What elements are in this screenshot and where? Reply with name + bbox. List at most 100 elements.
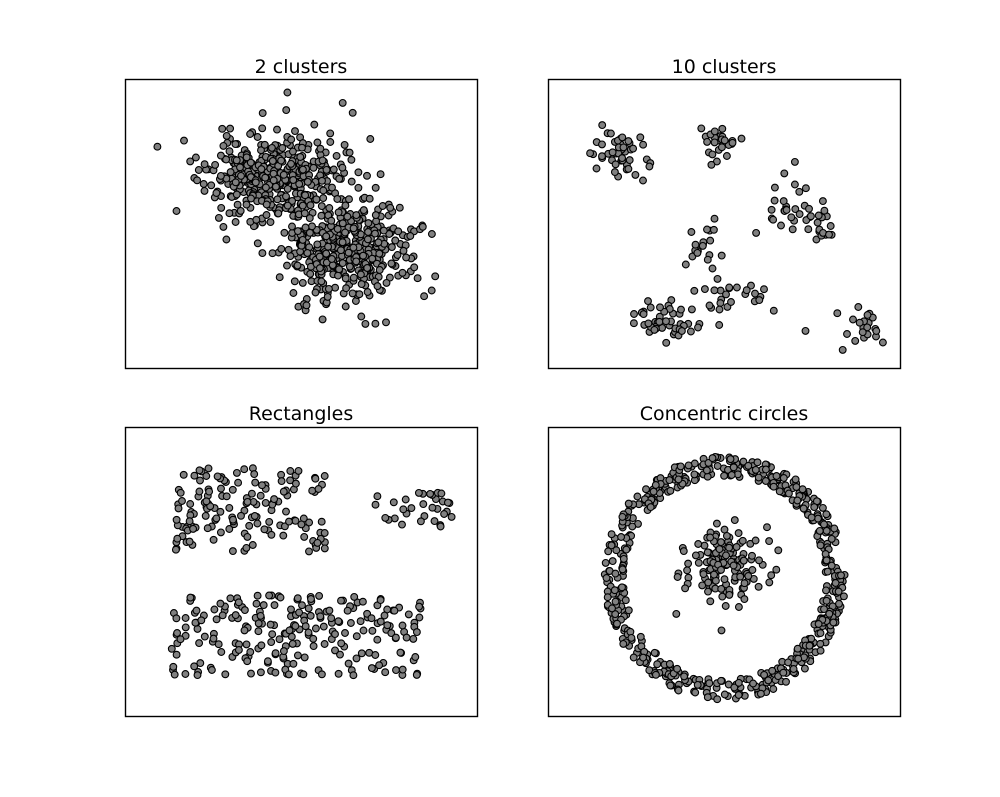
scatter-point	[646, 503, 655, 512]
scatter-point	[174, 504, 183, 513]
scatter-point	[228, 547, 237, 556]
scatter-point	[679, 547, 688, 556]
scatter-point	[378, 202, 387, 210]
scatter-point	[286, 252, 295, 261]
scatter-point	[805, 204, 813, 213]
scatter-point	[782, 677, 790, 686]
scatter-point	[709, 225, 718, 234]
scatter-point	[651, 481, 660, 489]
scatter-point	[687, 305, 696, 314]
scatter-point	[373, 635, 382, 644]
scatter-point	[833, 309, 842, 318]
scatter-point	[247, 489, 256, 498]
scatter-point	[169, 662, 178, 671]
scatter-point	[651, 670, 660, 679]
scatter-point	[717, 143, 726, 152]
scatter-point	[816, 646, 825, 655]
scatter-point	[317, 517, 326, 526]
scatter-point	[332, 151, 341, 160]
scatter-point	[262, 200, 271, 209]
scatter-point	[304, 628, 313, 637]
scatter-point	[390, 606, 399, 615]
scatter-point	[646, 303, 655, 312]
scatter-point	[207, 666, 216, 674]
scatter-point	[277, 477, 286, 486]
scatter-point	[293, 261, 302, 270]
scatter-point	[418, 222, 427, 231]
scatter-point	[730, 516, 739, 525]
panel-10-clusters: 10 clusters	[547, 56, 902, 370]
scatter-point	[826, 222, 835, 230]
panel-title: Concentric circles	[640, 403, 809, 425]
scatter-point	[365, 194, 374, 203]
scatter-point	[240, 626, 249, 635]
scatter-point	[693, 680, 702, 689]
scatter-point	[666, 486, 675, 495]
scatter-point	[611, 569, 620, 578]
scatter-point	[389, 498, 398, 507]
scatter-point	[354, 183, 363, 192]
scatter-point	[376, 596, 385, 605]
scatter-point	[793, 496, 802, 505]
scatter-point	[237, 511, 245, 520]
scatter-point	[225, 209, 234, 218]
scatter-point	[768, 666, 777, 675]
scatter-point	[318, 176, 326, 185]
scatter-point	[816, 541, 825, 550]
scatter-point	[333, 225, 342, 233]
scatter-point	[363, 235, 372, 244]
scatter-point	[382, 318, 390, 327]
scatter-point	[216, 599, 225, 608]
scatter-point	[703, 548, 712, 557]
scatter-point	[287, 159, 295, 168]
scatter-point	[343, 606, 352, 615]
scatter-point	[607, 541, 616, 550]
scatter-point	[167, 644, 176, 653]
scatter-point	[275, 635, 284, 644]
scatter-point	[300, 653, 309, 662]
scatter-point	[387, 259, 396, 268]
scatter-point	[409, 634, 418, 643]
scatter-point	[673, 573, 682, 581]
scatter-point	[267, 143, 276, 152]
scatter-point	[254, 619, 263, 628]
scatter-point	[720, 471, 729, 480]
scatter-point	[361, 319, 370, 328]
scatter-point	[190, 662, 199, 671]
scatter-point	[712, 519, 721, 528]
scatter-point	[700, 541, 709, 550]
scatter-point	[608, 604, 616, 613]
scatter-point	[318, 156, 327, 165]
scatter-point	[170, 670, 179, 679]
scatter-point	[722, 531, 731, 540]
scatter-point	[764, 676, 773, 685]
scatter-point	[260, 525, 269, 534]
scatter-point	[258, 249, 267, 258]
scatter-point	[825, 230, 833, 239]
scatter-point	[619, 143, 628, 152]
scatter-point	[291, 479, 300, 488]
scatter-point	[334, 617, 343, 626]
scatter-point	[352, 632, 361, 641]
scatter-point	[419, 500, 428, 509]
scatter-point	[715, 321, 724, 329]
scatter-point	[820, 520, 828, 529]
scatter-point	[299, 670, 308, 679]
scatter-point	[872, 327, 881, 335]
scatter-point	[181, 614, 190, 622]
scatter-point	[240, 606, 249, 615]
scatter-point	[269, 176, 278, 185]
scatter-point	[391, 236, 400, 245]
panel-2-clusters: 2 clusters	[124, 56, 479, 370]
scatter-point	[754, 582, 763, 591]
scatter-point	[237, 171, 245, 180]
scatter-point	[209, 634, 218, 643]
scatter-point	[185, 537, 194, 546]
scatter-point	[306, 611, 315, 620]
scatter-point	[376, 170, 385, 179]
scatter-point	[710, 127, 719, 136]
scatter-point	[613, 619, 621, 628]
scatter-point	[621, 596, 630, 605]
scatter-point	[633, 492, 642, 501]
scatter-point	[322, 232, 331, 241]
